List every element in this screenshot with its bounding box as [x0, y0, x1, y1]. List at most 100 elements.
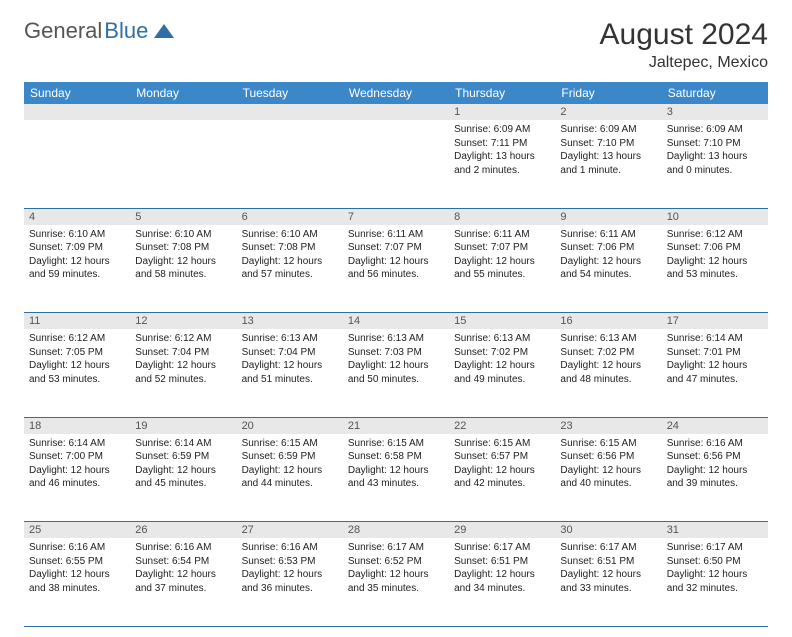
daylight-text: and 49 minutes.: [454, 373, 550, 387]
sunrise-text: Sunrise: 6:17 AM: [560, 541, 656, 555]
daylight-text: and 47 minutes.: [667, 373, 763, 387]
day-cell: Sunrise: 6:11 AMSunset: 7:07 PMDaylight:…: [449, 225, 555, 313]
day-cell: Sunrise: 6:10 AMSunset: 7:09 PMDaylight:…: [24, 225, 130, 313]
day-cell: Sunrise: 6:16 AMSunset: 6:55 PMDaylight:…: [24, 538, 130, 626]
day-cell: Sunrise: 6:17 AMSunset: 6:51 PMDaylight:…: [555, 538, 661, 626]
sunset-text: Sunset: 6:53 PM: [242, 555, 338, 569]
daylight-text: Daylight: 12 hours: [560, 568, 656, 582]
day-header: Thursday: [449, 82, 555, 104]
sunrise-text: Sunrise: 6:16 AM: [667, 437, 763, 451]
day-content: Sunrise: 6:09 AMSunset: 7:10 PMDaylight:…: [560, 123, 656, 177]
day-content: Sunrise: 6:12 AMSunset: 7:04 PMDaylight:…: [135, 332, 231, 386]
week-row: Sunrise: 6:16 AMSunset: 6:55 PMDaylight:…: [24, 538, 768, 626]
daynum-row: 11121314151617: [24, 313, 768, 330]
sunset-text: Sunset: 7:04 PM: [135, 346, 231, 360]
daylight-text: Daylight: 12 hours: [667, 359, 763, 373]
daylight-text: and 35 minutes.: [348, 582, 444, 596]
day-cell: Sunrise: 6:14 AMSunset: 6:59 PMDaylight:…: [130, 434, 236, 522]
daylight-text: Daylight: 12 hours: [348, 568, 444, 582]
sunset-text: Sunset: 7:10 PM: [560, 137, 656, 151]
calendar-table: SundayMondayTuesdayWednesdayThursdayFrid…: [24, 82, 768, 627]
sunrise-text: Sunrise: 6:11 AM: [348, 228, 444, 242]
day-number-cell: 12: [130, 313, 236, 330]
logo-text-gray: General: [24, 18, 102, 44]
daylight-text: Daylight: 12 hours: [560, 464, 656, 478]
day-number-cell: 22: [449, 417, 555, 434]
day-content: Sunrise: 6:15 AMSunset: 6:56 PMDaylight:…: [560, 437, 656, 491]
day-number-cell: 1: [449, 104, 555, 120]
day-cell: Sunrise: 6:13 AMSunset: 7:02 PMDaylight:…: [555, 329, 661, 417]
day-content: Sunrise: 6:16 AMSunset: 6:55 PMDaylight:…: [29, 541, 125, 595]
daylight-text: Daylight: 12 hours: [135, 464, 231, 478]
daynum-row: 18192021222324: [24, 417, 768, 434]
day-content: Sunrise: 6:13 AMSunset: 7:03 PMDaylight:…: [348, 332, 444, 386]
day-content: Sunrise: 6:15 AMSunset: 6:57 PMDaylight:…: [454, 437, 550, 491]
day-number-cell: 10: [662, 208, 768, 225]
day-cell: Sunrise: 6:13 AMSunset: 7:04 PMDaylight:…: [237, 329, 343, 417]
sunset-text: Sunset: 6:58 PM: [348, 450, 444, 464]
daylight-text: Daylight: 12 hours: [29, 359, 125, 373]
day-cell: Sunrise: 6:10 AMSunset: 7:08 PMDaylight:…: [130, 225, 236, 313]
sunrise-text: Sunrise: 6:12 AM: [29, 332, 125, 346]
daylight-text: and 40 minutes.: [560, 477, 656, 491]
day-header-row: SundayMondayTuesdayWednesdayThursdayFrid…: [24, 82, 768, 104]
day-cell: Sunrise: 6:11 AMSunset: 7:07 PMDaylight:…: [343, 225, 449, 313]
day-number-cell: 19: [130, 417, 236, 434]
daylight-text: Daylight: 12 hours: [348, 464, 444, 478]
sunset-text: Sunset: 6:59 PM: [135, 450, 231, 464]
day-number-cell: 8: [449, 208, 555, 225]
day-number-cell: 26: [130, 522, 236, 539]
day-content: Sunrise: 6:12 AMSunset: 7:06 PMDaylight:…: [667, 228, 763, 282]
day-number-cell: 3: [662, 104, 768, 120]
daylight-text: Daylight: 12 hours: [454, 568, 550, 582]
day-content: Sunrise: 6:11 AMSunset: 7:06 PMDaylight:…: [560, 228, 656, 282]
daylight-text: Daylight: 12 hours: [560, 359, 656, 373]
daylight-text: Daylight: 12 hours: [135, 359, 231, 373]
daynum-row: 25262728293031: [24, 522, 768, 539]
day-content: Sunrise: 6:11 AMSunset: 7:07 PMDaylight:…: [348, 228, 444, 282]
month-title: August 2024: [600, 18, 768, 52]
sunrise-text: Sunrise: 6:10 AM: [242, 228, 338, 242]
daylight-text: Daylight: 12 hours: [667, 568, 763, 582]
sunrise-text: Sunrise: 6:14 AM: [135, 437, 231, 451]
day-content: Sunrise: 6:17 AMSunset: 6:51 PMDaylight:…: [454, 541, 550, 595]
daylight-text: Daylight: 12 hours: [348, 359, 444, 373]
day-number-cell: 14: [343, 313, 449, 330]
sunrise-text: Sunrise: 6:12 AM: [135, 332, 231, 346]
day-content: Sunrise: 6:14 AMSunset: 6:59 PMDaylight:…: [135, 437, 231, 491]
daylight-text: Daylight: 12 hours: [454, 255, 550, 269]
sunset-text: Sunset: 6:54 PM: [135, 555, 231, 569]
day-number-cell: 2: [555, 104, 661, 120]
day-cell: Sunrise: 6:10 AMSunset: 7:08 PMDaylight:…: [237, 225, 343, 313]
day-cell: Sunrise: 6:17 AMSunset: 6:50 PMDaylight:…: [662, 538, 768, 626]
sunrise-text: Sunrise: 6:17 AM: [667, 541, 763, 555]
day-content: Sunrise: 6:10 AMSunset: 7:08 PMDaylight:…: [135, 228, 231, 282]
sunset-text: Sunset: 6:56 PM: [560, 450, 656, 464]
day-content: Sunrise: 6:16 AMSunset: 6:56 PMDaylight:…: [667, 437, 763, 491]
day-number-cell: 27: [237, 522, 343, 539]
day-number-cell: 4: [24, 208, 130, 225]
daylight-text: and 52 minutes.: [135, 373, 231, 387]
daylight-text: and 58 minutes.: [135, 268, 231, 282]
day-number-cell: [24, 104, 130, 120]
day-cell: Sunrise: 6:13 AMSunset: 7:03 PMDaylight:…: [343, 329, 449, 417]
day-content: Sunrise: 6:10 AMSunset: 7:09 PMDaylight:…: [29, 228, 125, 282]
daylight-text: Daylight: 12 hours: [560, 255, 656, 269]
sunset-text: Sunset: 7:10 PM: [667, 137, 763, 151]
day-content: Sunrise: 6:13 AMSunset: 7:04 PMDaylight:…: [242, 332, 338, 386]
day-number-cell: 31: [662, 522, 768, 539]
daylight-text: and 51 minutes.: [242, 373, 338, 387]
day-number-cell: 5: [130, 208, 236, 225]
sunrise-text: Sunrise: 6:15 AM: [348, 437, 444, 451]
day-number-cell: 6: [237, 208, 343, 225]
daylight-text: Daylight: 13 hours: [454, 150, 550, 164]
sunset-text: Sunset: 6:57 PM: [454, 450, 550, 464]
day-number-cell: 11: [24, 313, 130, 330]
day-number-cell: [237, 104, 343, 120]
sunrise-text: Sunrise: 6:09 AM: [454, 123, 550, 137]
day-cell: Sunrise: 6:15 AMSunset: 6:56 PMDaylight:…: [555, 434, 661, 522]
daylight-text: Daylight: 12 hours: [454, 359, 550, 373]
day-content: Sunrise: 6:11 AMSunset: 7:07 PMDaylight:…: [454, 228, 550, 282]
daylight-text: and 48 minutes.: [560, 373, 656, 387]
daylight-text: and 56 minutes.: [348, 268, 444, 282]
